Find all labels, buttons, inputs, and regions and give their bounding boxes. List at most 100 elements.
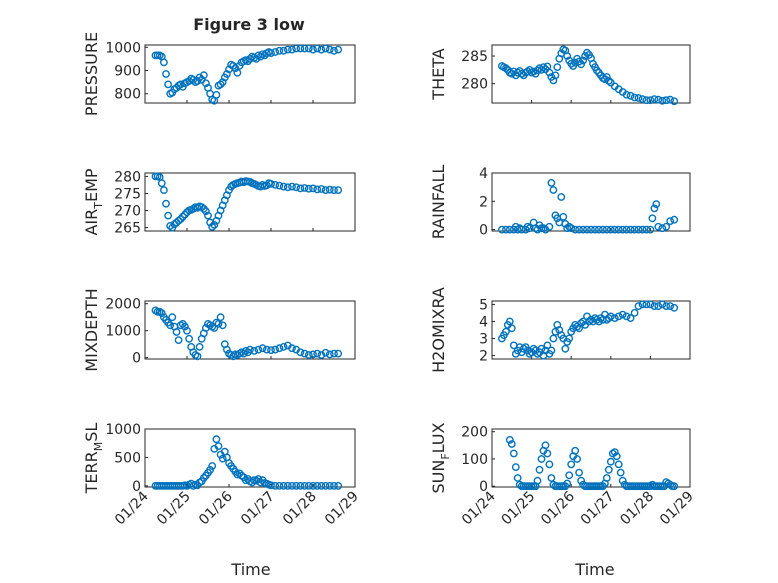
x-tick-label: 01/29 xyxy=(657,489,697,529)
data-point xyxy=(292,481,301,490)
data-point xyxy=(288,45,296,54)
data-point xyxy=(614,312,623,321)
data-point xyxy=(279,481,288,490)
y-tick-label: 1000 xyxy=(105,40,141,56)
data-point xyxy=(602,73,611,81)
data-point xyxy=(567,224,576,233)
data-point xyxy=(300,44,309,53)
data-point xyxy=(212,91,221,99)
y-tick-label: 1000 xyxy=(105,324,141,340)
data-point xyxy=(262,181,271,190)
data-point xyxy=(626,225,635,234)
data-point xyxy=(599,225,607,234)
x-tick-label: 01/28 xyxy=(280,489,320,529)
data-point xyxy=(650,204,659,213)
data-point xyxy=(539,63,548,71)
data-point xyxy=(258,344,267,353)
y-tick-label: 5 xyxy=(479,297,488,313)
data-point xyxy=(543,449,552,458)
data-point xyxy=(650,95,659,104)
data-point xyxy=(583,48,591,57)
data-point xyxy=(325,185,334,194)
data-point xyxy=(288,481,296,490)
data-point xyxy=(654,222,663,231)
data-point xyxy=(256,52,265,61)
data-point xyxy=(275,344,284,353)
data-point xyxy=(325,350,334,359)
data-point xyxy=(172,328,181,336)
y-tick-label: 900 xyxy=(114,64,141,80)
data-point xyxy=(174,336,183,344)
data-point xyxy=(313,185,322,194)
x-tick-label: 01/27 xyxy=(578,489,618,529)
data-point xyxy=(288,344,296,353)
subplot-theta: 280 285 THETA xyxy=(429,44,691,106)
data-point xyxy=(616,468,625,477)
data-point xyxy=(539,224,548,233)
data-point xyxy=(201,79,210,88)
data-point xyxy=(646,225,655,234)
data-point xyxy=(511,463,520,471)
data-point xyxy=(206,465,215,474)
data-point xyxy=(563,479,572,488)
y-axis-label: PRESSURE xyxy=(82,32,101,116)
y-tick-label: 200 xyxy=(461,425,488,441)
data-point xyxy=(533,66,542,75)
data-point xyxy=(197,203,206,212)
y-axis-label: TERRMSL xyxy=(82,423,105,495)
data-point xyxy=(267,179,275,188)
data-point xyxy=(162,70,170,78)
data-point xyxy=(577,319,585,328)
data-point xyxy=(296,44,305,53)
data-point xyxy=(246,345,254,354)
y-tick-label: 2 xyxy=(479,194,488,210)
data-point xyxy=(292,183,301,192)
data-point xyxy=(497,225,506,234)
data-point xyxy=(587,225,595,234)
data-point xyxy=(334,349,343,358)
data-point xyxy=(317,481,326,490)
data-point xyxy=(267,346,275,354)
y-axis-label: THETA xyxy=(429,48,448,100)
data-point xyxy=(614,225,623,234)
data-point xyxy=(235,469,244,478)
data-point xyxy=(610,314,619,322)
data-point xyxy=(317,351,326,359)
data-point xyxy=(535,465,544,474)
data-point xyxy=(168,313,177,322)
x-tick-label: 01/25 xyxy=(154,489,194,529)
data-point xyxy=(283,481,292,490)
data-point xyxy=(218,321,227,330)
data-point xyxy=(330,349,338,358)
data-point xyxy=(537,455,546,463)
data-point xyxy=(646,300,655,309)
data-point xyxy=(533,476,542,485)
data-point xyxy=(201,207,210,216)
data-point xyxy=(666,95,675,104)
data-point xyxy=(670,215,679,224)
x-tick-label: 01/26 xyxy=(538,488,578,528)
data-point xyxy=(214,319,223,328)
data-point xyxy=(267,49,275,57)
data-point xyxy=(565,334,574,343)
data-point xyxy=(313,481,322,490)
data-point xyxy=(271,345,280,354)
data-point xyxy=(529,67,538,76)
y-tick-label: 280 xyxy=(114,169,141,185)
y-tick-label: 0 xyxy=(479,479,488,495)
data-point xyxy=(279,182,288,191)
data-point xyxy=(595,225,603,234)
x-axis-label-right: Time xyxy=(574,560,614,579)
data-point xyxy=(288,182,296,191)
y-axis-label: AIRTEMP xyxy=(82,168,105,235)
subplot-h2omixra: 23 45 H2OMIXRA xyxy=(429,287,691,373)
data-point xyxy=(231,64,240,73)
data-point xyxy=(507,440,516,448)
data-point xyxy=(529,344,538,353)
data-point xyxy=(159,186,168,195)
data-point xyxy=(275,481,284,490)
y-tick-label: 2000 xyxy=(105,297,141,313)
